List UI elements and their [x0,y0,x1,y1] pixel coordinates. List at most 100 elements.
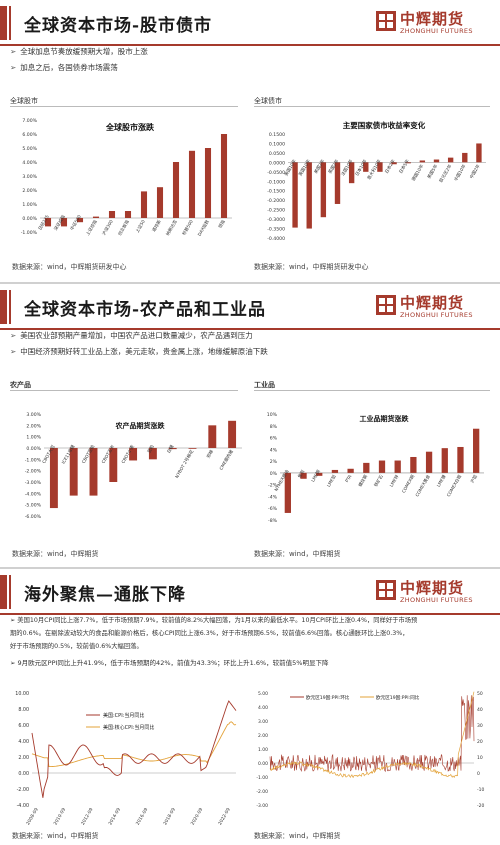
y-tick-label: 4.00 [18,739,29,745]
y-tick-label: -2.00 [17,787,29,793]
y-tick-label-left: 1.00 [258,747,268,753]
y-tick-label: 6% [270,436,278,442]
bar [457,446,464,473]
y-tick-label: 7.00% [22,118,37,124]
bullet-line: ➢ 9月欧元区PPI同比上升41.9%，低于市场预期的42%，前值为43.3%；… [10,657,490,670]
category-label: 上证综指 [84,218,99,237]
bullet-paragraph: ➢ 美国10月CPI同比上涨7.7%，低于市场预期7.9%，较前值的8.2%大幅… [10,614,490,653]
bar [476,143,482,163]
category-label: 焦炭 [296,468,307,480]
logo-text-en: ZHONGHUI FUTURES [400,311,473,319]
company-logo: 中辉期货 ZHONGHUI FUTURES [376,577,494,609]
category-label: 日本5年 [397,157,411,175]
agri-futures-chart: 农产品期货涨跌 3.00% 2.00% 1.00% 0.00% -1.00% -2.00% -… [25,412,242,520]
bullet-text: 中国经济预期好转工业品上涨，美元走软，贵金属上涨，地缘缓解原油下跌 [20,347,268,356]
bar [129,448,138,461]
logo-text-en: ZHONGHUI FUTURES [400,27,473,35]
title-accent-line [9,6,11,40]
category-label: DAX指数 [196,218,211,237]
bar [188,150,196,218]
bullet-arrow-icon: ➢ [10,617,18,624]
data-source: 数据来源：wind，中辉期货研发中心 [12,263,127,271]
logo-text-cn: 中辉期货 [400,10,465,28]
slide-title: 全球资本市场-股市债市 [24,16,213,36]
y-tick-label: 0.00% [22,216,37,222]
bullet-text: 美国农业部预期产量增加，中国农产品进口数量减少，农产品遇到压力 [20,331,253,340]
x-tick-label: 2020-09 [190,807,205,825]
bar [168,448,177,450]
bar [92,216,100,218]
y-tick-label-right: 20 [477,739,483,745]
category-label: COMEX黄金 [414,473,433,498]
y-tick-label-left: -2.00 [256,789,268,795]
logo-text-cn: 中辉期货 [400,294,465,312]
logo-mark-icon [376,11,396,31]
y-tick-label-left: 4.00 [258,705,268,711]
category-label: 欧元区2年 [437,162,453,183]
y-tick-label: -2% [268,483,278,489]
y-tick-label: -0.1000 [267,179,285,185]
y-tick-label: -1.00% [25,457,42,463]
y-tick-label-right: -20 [477,803,484,809]
y-tick-label-right: 30 [477,723,483,729]
bar [44,218,52,227]
bullet-list: ➢ 美国农业部预期产量增加，中国农产品进口数量减少，农产品遇到压力 ➢ 中国经济预期… [10,328,490,360]
series-line-ppi-yoy [269,691,475,779]
bar [363,462,370,473]
bar [108,211,116,218]
x-tick-label: 2010-09 [53,807,68,825]
bar [348,162,355,184]
bar [334,162,341,204]
bullet-text: 美国10月CPI同比上涨7.7%，低于市场预期7.9%，较前值的8.2%大幅回落… [17,617,418,624]
data-source: 数据来源：wind，中辉期货 [254,832,341,840]
title-rule [0,613,500,615]
legend-label: 欧元区19国:PPI:环比 [306,694,350,701]
category-label: PTA [344,474,353,484]
x-tick-label: 2012-09 [80,807,95,825]
company-logo: 中辉期货 ZHONGHUI FUTURES [376,8,494,40]
bar [148,448,157,460]
y-tick-label: 8% [270,424,278,430]
logo-text-cn: 中辉期货 [400,579,465,597]
chart-title: 工业品期货涨跌 [360,414,410,423]
category-label: COMEX白银 [445,473,464,498]
category-label: 道琼斯 [150,218,163,233]
y-tick-label: 2.00 [18,755,29,761]
category-label: LME铝 [325,473,338,488]
title-accent [0,575,7,609]
bar [410,456,417,473]
bar [433,159,440,163]
category-label: 螺纹钢 [357,473,370,488]
y-tick-label: -6% [268,506,278,512]
x-tick-label: 2008-09 [25,807,40,825]
bar [49,448,58,509]
bar [89,448,98,496]
bar [69,448,78,496]
bar [425,451,433,473]
bar [447,157,454,163]
bar [462,152,468,163]
logo-mark-icon [376,580,396,600]
bullet-arrow-icon: ➢ [10,347,17,356]
y-tick-label: -4.00 [17,803,29,809]
series-line-core-cpi [31,721,237,768]
slide-stock-bond: 全球资本市场-股市债市 中辉期货 ZHONGHUI FUTURES ➢ 全球加息节… [0,0,500,280]
y-tick-label-right: 40 [477,707,483,713]
title-rule [0,44,500,46]
slide-title: 全球资本市场-农产品和工业品 [24,300,267,320]
title-rule [0,328,500,330]
y-tick-label: 5.00% [22,146,37,152]
bullet-text: 期的0.6%。在剔除波动较大的食品和能源价格后，核心CPI同比上涨6.3%，好于… [10,630,409,637]
bar [473,428,480,473]
category-label: 郑棉 [205,449,215,460]
y-tick-label: -1.00% [21,230,38,236]
title-accent [0,290,7,324]
section-divider [254,106,490,107]
y-tick-label: 1.00% [22,202,37,208]
y-tick-label-left: 3.00 [258,719,268,725]
bullet-text: 9月欧元区PPI同比上升41.9%，低于市场预期的42%，前值为43.3%；环比… [17,659,329,667]
bar [204,148,212,218]
y-tick-label: 6.00 [18,723,29,729]
bar [331,469,339,473]
bullet-item: ➢ 美国农业部预期产量增加，中国农产品进口数量减少，农产品遇到压力 [10,328,490,344]
